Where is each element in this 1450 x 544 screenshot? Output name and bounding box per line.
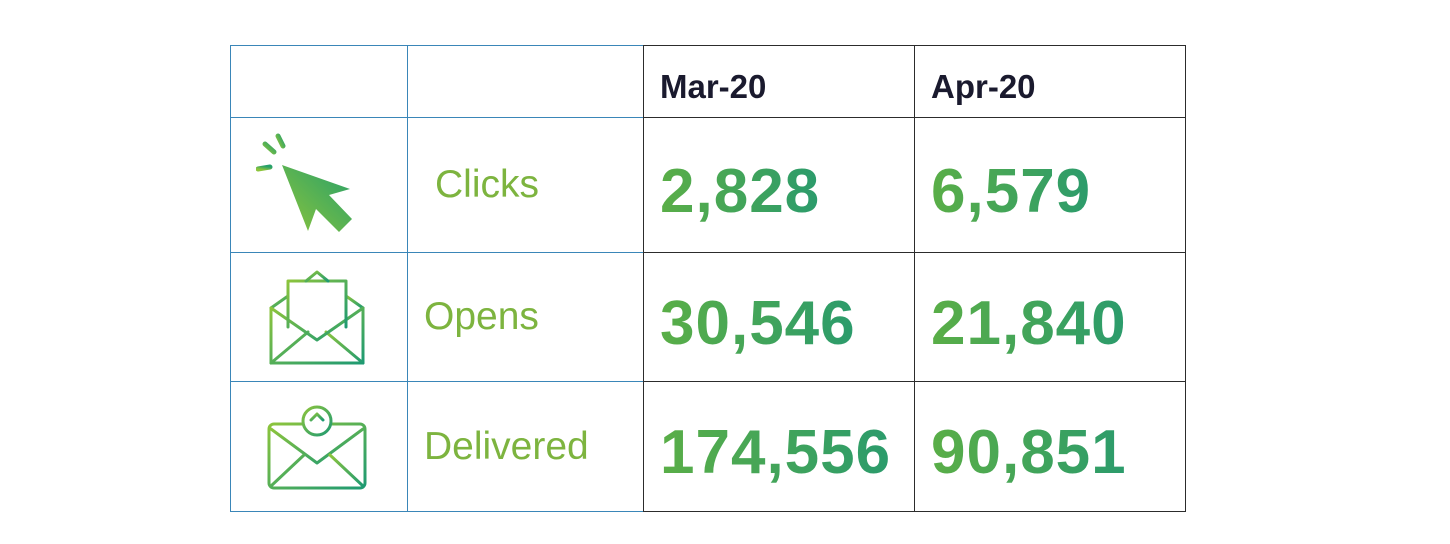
grid-line bbox=[230, 252, 643, 253]
grid-line bbox=[230, 381, 643, 382]
grid-line bbox=[230, 45, 643, 46]
row-label-clicks: Clicks bbox=[435, 163, 539, 206]
cursor-click-icon bbox=[256, 133, 352, 232]
grid-line bbox=[643, 45, 644, 512]
grid-line bbox=[1185, 45, 1186, 512]
stats-table: Mar-20 Apr-20 Clicks 2,828 6,579 Opens 3 bbox=[230, 45, 1186, 512]
grid-line bbox=[230, 117, 643, 118]
value-clicks-mar: 2,828 bbox=[660, 118, 820, 258]
open-envelope-icon bbox=[269, 270, 365, 365]
value-delivered-apr: 90,851 bbox=[931, 382, 1127, 517]
row-label-delivered: Delivered bbox=[424, 424, 589, 468]
value-text: 30,546 bbox=[660, 288, 856, 358]
grid-line bbox=[407, 45, 408, 512]
value-text: 90,851 bbox=[931, 418, 1127, 487]
grid-line bbox=[230, 45, 231, 512]
column-header-apr: Apr-20 bbox=[931, 68, 1036, 105]
grid-line bbox=[230, 511, 643, 512]
value-clicks-apr: 6,579 bbox=[931, 118, 1091, 258]
row-label-opens: Opens bbox=[424, 295, 539, 338]
envelope-upload-icon bbox=[267, 405, 367, 490]
grid-line bbox=[914, 45, 915, 512]
value-text: 21,840 bbox=[931, 288, 1127, 358]
value-text: 6,579 bbox=[931, 156, 1092, 226]
value-text: 174,556 bbox=[660, 418, 892, 487]
column-header-mar: Mar-20 bbox=[660, 68, 767, 105]
value-text: 2,828 bbox=[660, 156, 821, 226]
value-delivered-mar: 174,556 bbox=[660, 382, 891, 517]
value-opens-apr: 21,840 bbox=[931, 253, 1127, 387]
value-opens-mar: 30,546 bbox=[660, 253, 856, 387]
